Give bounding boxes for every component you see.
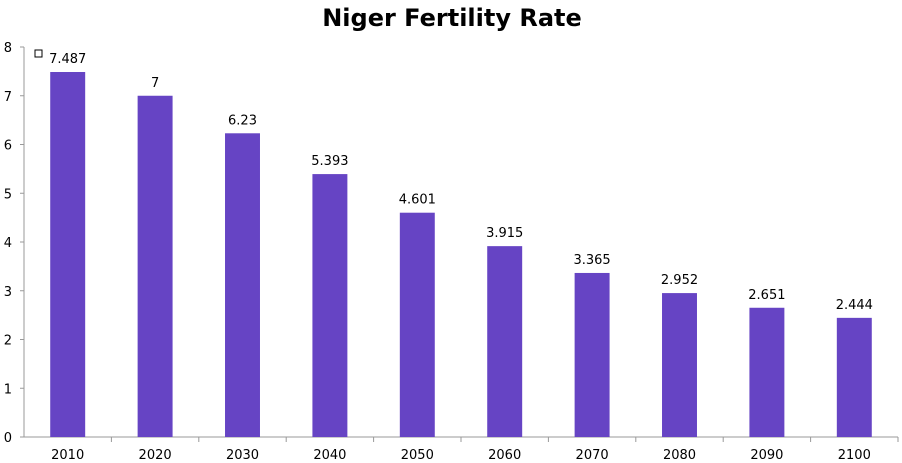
y-tick-label: 6 — [4, 139, 12, 154]
x-tick-label: 2030 — [226, 448, 259, 463]
bar — [574, 272, 610, 437]
y-tick-label: 2 — [4, 334, 12, 349]
y-tick-label: 8 — [4, 41, 12, 56]
x-axis-ticks: 2010 2020 2030 2040 2050 2060 2070 2080 2090 2100 — [51, 437, 899, 463]
x-tick-label: 2060 — [488, 448, 521, 463]
bar — [662, 293, 697, 437]
x-tick-label: 2100 — [838, 448, 871, 463]
bar — [487, 246, 523, 437]
data-label: 5.393 — [311, 154, 348, 169]
bar — [399, 212, 435, 437]
x-tick-label: 2020 — [139, 448, 172, 463]
y-tick-label: 5 — [4, 187, 12, 202]
data-label: 7 — [151, 76, 159, 91]
data-label: 4.601 — [399, 193, 436, 208]
x-tick-label: 2010 — [51, 448, 84, 463]
x-tick-label: 2090 — [750, 448, 783, 463]
data-label: 6.23 — [228, 113, 257, 128]
data-label: 7.487 — [49, 52, 86, 67]
data-label: 2.651 — [748, 288, 785, 303]
bar — [749, 307, 785, 437]
bar — [225, 133, 260, 437]
x-tick-label: 2050 — [401, 448, 434, 463]
y-axis-ticks: 0 1 2 3 4 5 6 7 8 — [4, 41, 24, 446]
y-tick-label: 4 — [4, 236, 12, 251]
y-tick-label: 0 — [4, 431, 12, 446]
data-label: 3.365 — [573, 253, 610, 268]
data-label: 2.952 — [661, 273, 698, 288]
bar — [836, 317, 872, 437]
x-tick-label: 2040 — [313, 448, 346, 463]
bar — [312, 174, 348, 437]
y-tick-label: 3 — [4, 285, 12, 300]
data-label: 2.444 — [836, 298, 873, 313]
data-label: 3.915 — [486, 226, 523, 241]
bar — [137, 95, 173, 437]
bars: 7.487 7 6.23 5.393 4.601 3.915 3.365 2.952 2.651… — [49, 52, 873, 437]
y-tick-label: 7 — [4, 90, 12, 105]
y-tick-label: 1 — [4, 382, 12, 397]
legend-marker — [34, 49, 43, 58]
x-tick-label: 2070 — [576, 448, 609, 463]
x-tick-label: 2080 — [663, 448, 696, 463]
bar — [50, 72, 86, 437]
chart-title: Niger Fertility Rate — [322, 4, 582, 32]
